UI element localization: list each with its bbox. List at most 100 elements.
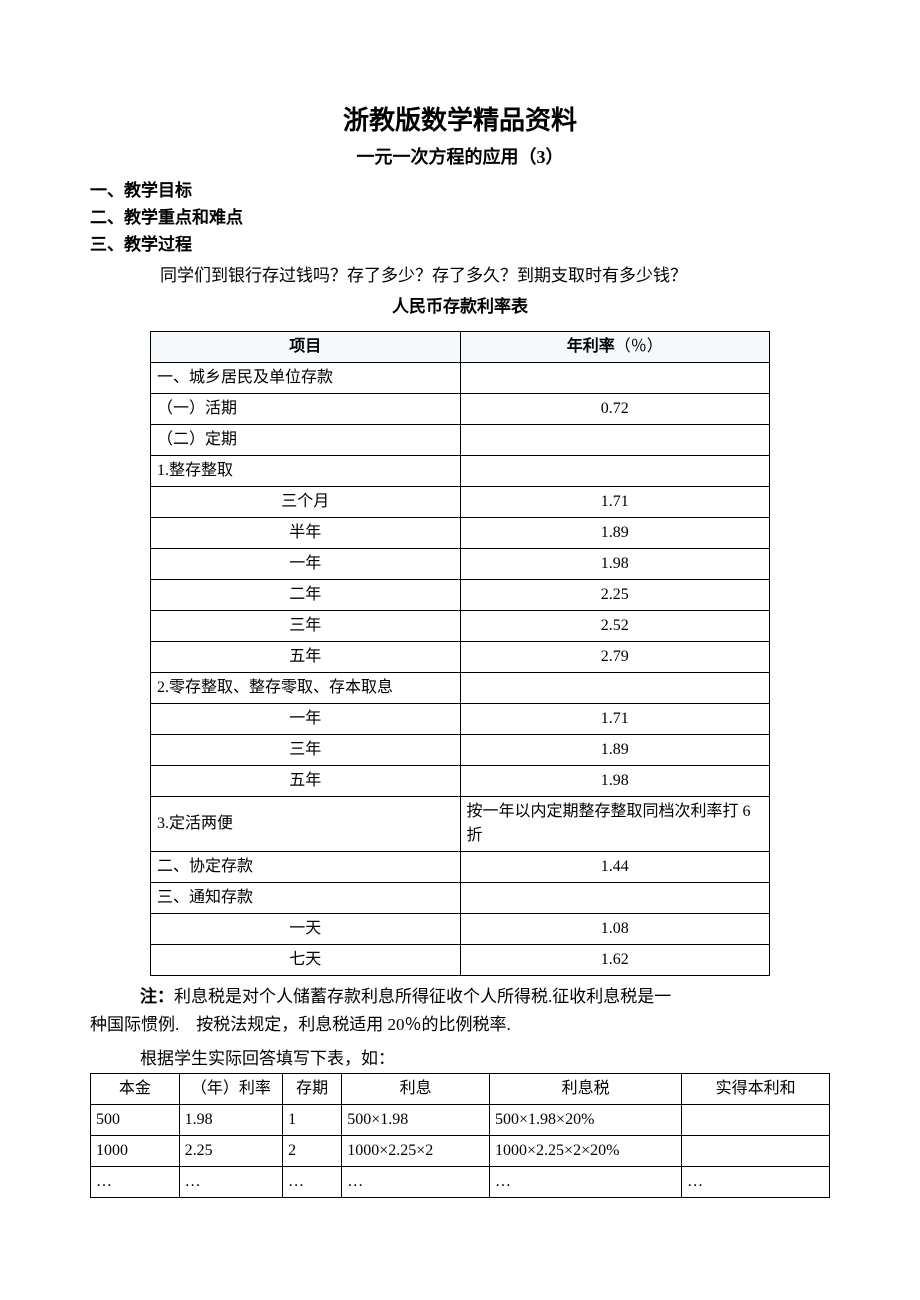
rates-cell-label: 3.定活两便 (151, 796, 461, 851)
rates-row: （二）定期 (151, 424, 770, 455)
rates-cell-label: （一）活期 (151, 393, 461, 424)
calc-cell: 500×1.98 (342, 1105, 490, 1136)
rates-cell-value: 1.71 (460, 486, 770, 517)
rates-cell-label: 二、协定存款 (151, 851, 461, 882)
rates-col-rate-unit: （％） (615, 338, 663, 355)
rates-cell-value: 1.89 (460, 517, 770, 548)
rates-cell-value: 1.08 (460, 913, 770, 944)
rates-cell-label: 二年 (151, 579, 461, 610)
rates-table: 项目 年利率（％） 一、城乡居民及单位存款（一）活期0.72（二）定期1.整存整… (150, 331, 770, 976)
sub-title: 一元一次方程的应用（3） (90, 143, 830, 169)
calc-col-header: 本金 (91, 1074, 180, 1105)
calc-cell: … (283, 1167, 342, 1198)
rates-cell-value: 1.44 (460, 851, 770, 882)
note-bold: 注： (140, 987, 174, 1006)
calc-col-header: 实得本利和 (682, 1074, 830, 1105)
calc-row: 5001.981500×1.98500×1.98×20% (91, 1105, 830, 1136)
rates-row: （一）活期0.72 (151, 393, 770, 424)
rates-col-rate: 年利率（％） (460, 331, 770, 362)
calc-col-header: 利息税 (490, 1074, 682, 1105)
outline-item-3: 三、教学过程 (90, 231, 830, 258)
calc-row: 10002.2521000×2.25×21000×2.25×2×20% (91, 1136, 830, 1167)
calc-cell: 1000 (91, 1136, 180, 1167)
note-line-2: 种国际惯例. 按税法规定，利息税适用 20％的比例税率. (90, 1012, 830, 1038)
calc-col-header: （年）利率 (179, 1074, 282, 1105)
calc-cell: … (179, 1167, 282, 1198)
rates-row: 一、城乡居民及单位存款 (151, 362, 770, 393)
rates-cell-value: 2.52 (460, 610, 770, 641)
rates-row: 半年1.89 (151, 517, 770, 548)
rates-cell-value (460, 455, 770, 486)
calc-header-row: 本金（年）利率存期利息利息税实得本利和 (91, 1074, 830, 1105)
rates-cell-label: 一、城乡居民及单位存款 (151, 362, 461, 393)
rates-cell-label: 五年 (151, 765, 461, 796)
calc-col-header: 存期 (283, 1074, 342, 1105)
rates-col-project: 项目 (151, 331, 461, 362)
calc-cell: 1000×2.25×2×20% (490, 1136, 682, 1167)
calc-cell: 1000×2.25×2 (342, 1136, 490, 1167)
rates-cell-label: 三、通知存款 (151, 882, 461, 913)
rates-row: 三年1.89 (151, 734, 770, 765)
rates-row: 三年2.52 (151, 610, 770, 641)
rates-cell-label: 一年 (151, 703, 461, 734)
rates-row: 七天1.62 (151, 944, 770, 975)
rates-cell-value (460, 424, 770, 455)
calc-cell (682, 1105, 830, 1136)
rates-row: 二、协定存款1.44 (151, 851, 770, 882)
rates-cell-value (460, 672, 770, 703)
rates-cell-value: 1.98 (460, 548, 770, 579)
calc-cell: 2 (283, 1136, 342, 1167)
main-title: 浙教版数学精品资料 (90, 100, 830, 137)
rates-col-rate-label: 年利率 (567, 338, 615, 355)
calc-col-header: 利息 (342, 1074, 490, 1105)
calc-cell: 1.98 (179, 1105, 282, 1136)
fill-intro: 根据学生实际回答填写下表，如： (140, 1044, 830, 1069)
note-text-1: 利息税是对个人储蓄存款利息所得征收个人所得税.征收利息税是一 (174, 987, 671, 1006)
rates-cell-label: 1.整存整取 (151, 455, 461, 486)
rates-cell-label: 五年 (151, 641, 461, 672)
note-line-1: 注：利息税是对个人储蓄存款利息所得征收个人所得税.征收利息税是一 (140, 984, 830, 1010)
intro-question: 同学们到银行存过钱吗？存了多少？存了多久？到期支取时有多少钱？ (160, 261, 830, 286)
rates-row: 五年1.98 (151, 765, 770, 796)
calc-cell: 2.25 (179, 1136, 282, 1167)
rates-cell-value: 1.98 (460, 765, 770, 796)
outline-block: 一、教学目标 二、教学重点和难点 三、教学过程 (90, 177, 830, 259)
rates-row: 五年2.79 (151, 641, 770, 672)
rates-table-title: 人民币存款利率表 (90, 292, 830, 317)
rates-cell-label: （二）定期 (151, 424, 461, 455)
rates-row: 一天1.08 (151, 913, 770, 944)
outline-item-1: 一、教学目标 (90, 177, 830, 204)
rates-row: 三个月1.71 (151, 486, 770, 517)
rates-cell-value: 1.89 (460, 734, 770, 765)
rates-cell-label: 半年 (151, 517, 461, 548)
rates-cell-value: 按一年以内定期整存整取同档次利率打 6 折 (460, 796, 770, 851)
rates-cell-value: 2.25 (460, 579, 770, 610)
calc-cell: … (682, 1167, 830, 1198)
rates-row: 3.定活两便按一年以内定期整存整取同档次利率打 6 折 (151, 796, 770, 851)
rates-cell-value (460, 362, 770, 393)
calc-cell: … (490, 1167, 682, 1198)
rates-cell-label: 三年 (151, 734, 461, 765)
rates-row: 二年2.25 (151, 579, 770, 610)
rates-row: 一年1.98 (151, 548, 770, 579)
rates-cell-label: 一年 (151, 548, 461, 579)
calc-cell: 1 (283, 1105, 342, 1136)
rates-row: 1.整存整取 (151, 455, 770, 486)
calc-cell: 500×1.98×20% (490, 1105, 682, 1136)
calc-row: ……………… (91, 1167, 830, 1198)
rates-cell-label: 七天 (151, 944, 461, 975)
rates-cell-label: 一天 (151, 913, 461, 944)
document-page: 浙教版数学精品资料 一元一次方程的应用（3） 一、教学目标 二、教学重点和难点 … (0, 0, 920, 1238)
rates-cell-value: 1.71 (460, 703, 770, 734)
rates-row: 三、通知存款 (151, 882, 770, 913)
calc-table: 本金（年）利率存期利息利息税实得本利和 5001.981500×1.98500×… (90, 1073, 830, 1198)
outline-item-2: 二、教学重点和难点 (90, 204, 830, 231)
rates-row: 2.零存整取、整存零取、存本取息 (151, 672, 770, 703)
calc-cell: 500 (91, 1105, 180, 1136)
rates-cell-label: 三个月 (151, 486, 461, 517)
rates-cell-value: 1.62 (460, 944, 770, 975)
calc-cell (682, 1136, 830, 1167)
calc-cell: … (91, 1167, 180, 1198)
rates-cell-label: 三年 (151, 610, 461, 641)
rates-header-row: 项目 年利率（％） (151, 331, 770, 362)
